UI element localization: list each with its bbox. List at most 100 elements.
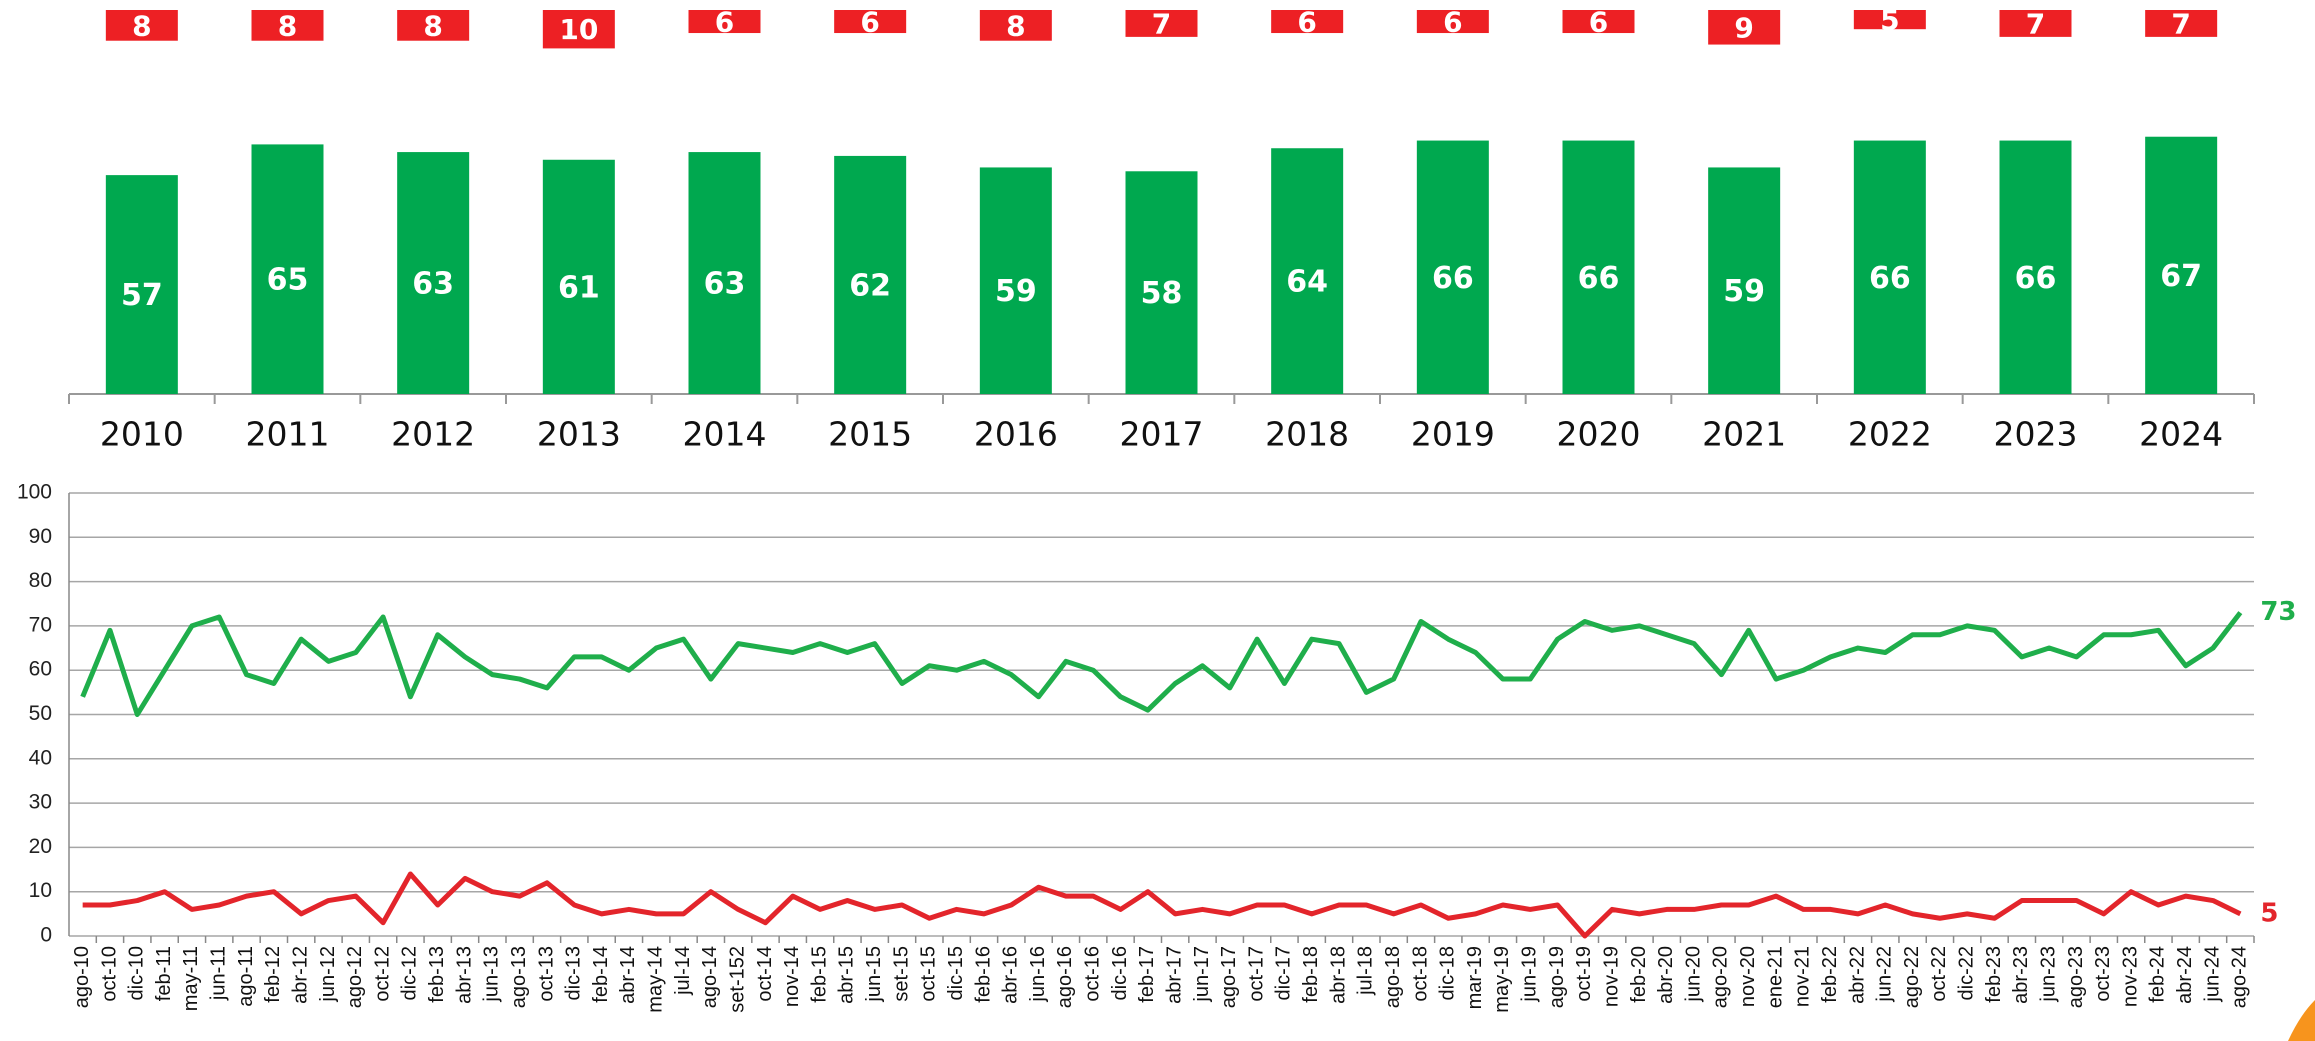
x-tick-label: oct-22 xyxy=(1928,946,1950,1002)
x-tick-label: jun-11 xyxy=(208,946,230,1001)
x-tick-label: jun-23 xyxy=(2037,946,2059,1003)
y-tick-label: 20 xyxy=(29,835,52,858)
x-tick-label: abr-14 xyxy=(617,946,639,1004)
bar-label: 8 xyxy=(278,9,297,42)
bar-label: 66 xyxy=(1578,261,1620,296)
x-tick-label: nov-20 xyxy=(1737,946,1759,1007)
x-tick-label: ago-22 xyxy=(1901,946,1923,1008)
bar xyxy=(688,152,761,394)
bar xyxy=(397,152,470,394)
x-tick-label: jun-12 xyxy=(317,946,339,1003)
x-tick-label: ago-24 xyxy=(2229,946,2251,1008)
x-tick-label: oct-16 xyxy=(1082,946,1104,1002)
x-tick-label: abr-15 xyxy=(836,946,858,1004)
bar-label: 7 xyxy=(2026,7,2045,40)
x-tick-label: dic-15 xyxy=(945,946,967,1000)
x-tick-label: feb-17 xyxy=(1136,946,1158,1003)
bar-label: 66 xyxy=(2015,261,2057,296)
bar-label: 6 xyxy=(1443,6,1462,39)
x-tick-label: feb-24 xyxy=(2147,946,2169,1003)
x-tick-label: oct-17 xyxy=(1245,946,1267,1002)
bar xyxy=(542,10,615,49)
x-tick-label: oct-12 xyxy=(371,946,393,1002)
x-tick-label: dic-16 xyxy=(1109,946,1131,1000)
x-tick-label: oct-18 xyxy=(1409,946,1431,1002)
x-tick-label: jun-17 xyxy=(1191,946,1213,1003)
x-tick-label: oct-23 xyxy=(2092,946,2114,1002)
x-tick-label: oct-19 xyxy=(1573,946,1595,1002)
bar-label: 65 xyxy=(267,263,309,298)
bar xyxy=(688,10,761,34)
bar-label: 6 xyxy=(1297,6,1316,39)
x-tick-label: nov-23 xyxy=(2119,946,2141,1007)
x-tick-label: 2023 xyxy=(1994,415,2078,454)
bar-label: 59 xyxy=(995,274,1037,309)
x-tick-label: abr-16 xyxy=(1000,946,1022,1004)
y-tick-label: 100 xyxy=(17,481,52,504)
bar xyxy=(1125,10,1198,37)
bar-label: 5 xyxy=(1880,4,1899,37)
x-tick-label: ago-11 xyxy=(235,946,257,1007)
bar xyxy=(397,10,470,41)
x-tick-label: jun-20 xyxy=(1682,946,1704,1003)
x-tick-label: oct-13 xyxy=(535,946,557,1002)
bar-label: 62 xyxy=(849,268,891,303)
x-tick-label: dic-13 xyxy=(563,946,585,1000)
x-tick-label: 2022 xyxy=(1848,415,1932,454)
bar-label: 66 xyxy=(1432,261,1474,296)
x-tick-label: oct-15 xyxy=(918,946,940,1002)
x-tick-label: 2015 xyxy=(828,415,912,454)
x-tick-label: ago-18 xyxy=(1382,946,1404,1008)
x-tick-label: ago-20 xyxy=(1710,946,1732,1008)
x-tick-label: 2020 xyxy=(1557,415,1641,454)
end-label: 5 xyxy=(2260,898,2278,928)
x-tick-label: ago-19 xyxy=(1546,946,1568,1008)
bar xyxy=(251,10,324,41)
x-tick-label: ago-16 xyxy=(1054,946,1076,1008)
bar xyxy=(1562,140,1635,394)
bar-label: 67 xyxy=(2160,259,2202,294)
x-tick-label: 2019 xyxy=(1411,415,1495,454)
x-tick-label: jun-22 xyxy=(1874,946,1896,1003)
x-tick-label: feb-16 xyxy=(972,946,994,1003)
x-tick-label: jul-18 xyxy=(1355,946,1377,996)
x-tick-label: jul-14 xyxy=(672,946,694,996)
x-tick-label: abr-22 xyxy=(1846,946,1868,1004)
x-tick-label: dic-12 xyxy=(399,946,421,1000)
x-tick-label: feb-11 xyxy=(153,946,175,1001)
x-tick-label: nov-14 xyxy=(781,946,803,1007)
bar xyxy=(1271,10,1344,34)
x-tick-label: dic-22 xyxy=(1956,946,1978,1000)
bar-label: 7 xyxy=(1152,7,1171,40)
x-tick-label: ago-17 xyxy=(1218,946,1240,1008)
bar xyxy=(542,159,615,394)
bar xyxy=(1271,148,1344,394)
x-tick-label: 2021 xyxy=(1702,415,1786,454)
x-tick-label: jun-16 xyxy=(1027,946,1049,1003)
x-tick-label: ago-14 xyxy=(699,946,721,1008)
bar-label: 6 xyxy=(1589,6,1608,39)
x-tick-label: feb-22 xyxy=(1819,946,1841,1003)
y-tick-label: 70 xyxy=(29,613,52,636)
bar xyxy=(105,10,178,41)
bar xyxy=(1416,10,1489,34)
x-tick-label: may-19 xyxy=(1491,946,1513,1013)
x-tick-label: may-14 xyxy=(645,946,667,1013)
bar-label: 8 xyxy=(1006,9,1025,42)
x-tick-label: dic-10 xyxy=(126,946,148,1000)
bar xyxy=(1562,10,1635,34)
x-tick-label: 2013 xyxy=(537,415,621,454)
x-tick-label: 2012 xyxy=(391,415,475,454)
x-tick-label: abr-20 xyxy=(1655,946,1677,1004)
bar-label: 63 xyxy=(412,267,454,302)
y-tick-label: 10 xyxy=(29,879,52,902)
bar xyxy=(2145,10,2218,37)
x-tick-label: nov-21 xyxy=(1792,946,1814,1007)
y-tick-label: 0 xyxy=(40,924,52,947)
x-tick-label: feb-13 xyxy=(426,946,448,1003)
line xyxy=(80,611,2243,717)
bar xyxy=(1125,171,1198,394)
bar xyxy=(1416,140,1489,394)
x-tick-label: oct-14 xyxy=(754,946,776,1002)
